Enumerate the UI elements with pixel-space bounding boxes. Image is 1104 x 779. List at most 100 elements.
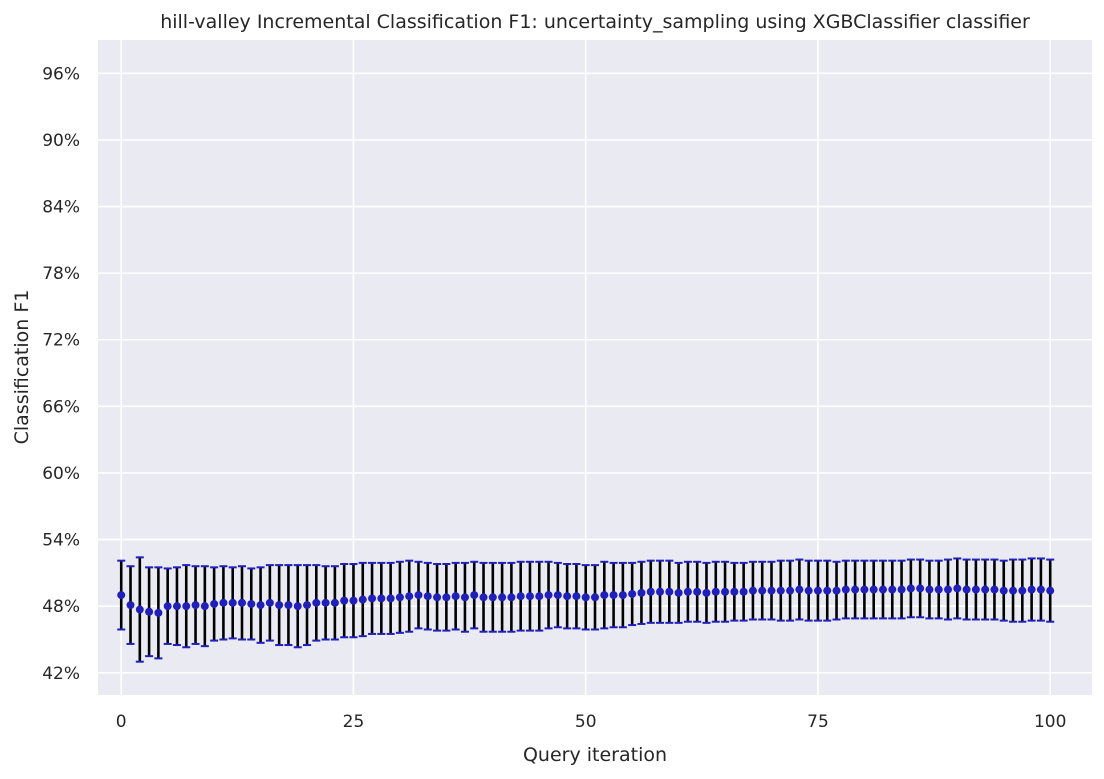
y-tick-label: 78% — [42, 264, 80, 284]
y-tick-label: 48% — [42, 597, 80, 617]
data-point — [748, 586, 757, 595]
data-point — [628, 589, 637, 598]
data-point — [117, 591, 126, 600]
data-point — [683, 587, 692, 596]
data-point — [386, 594, 395, 603]
data-point — [990, 585, 999, 594]
data-point — [656, 587, 665, 596]
data-point — [210, 599, 219, 608]
y-tick-label: 96% — [42, 64, 80, 84]
data-point — [470, 591, 479, 600]
data-point — [303, 601, 312, 610]
data-point — [451, 592, 460, 601]
data-point — [321, 598, 330, 607]
data-point — [962, 585, 971, 594]
data-point — [823, 586, 832, 595]
data-point — [163, 602, 172, 611]
data-point — [795, 585, 804, 594]
data-point — [284, 601, 293, 610]
data-point — [358, 595, 367, 604]
data-point — [878, 585, 887, 594]
data-point — [786, 586, 795, 595]
data-point — [340, 596, 349, 605]
data-point — [600, 591, 609, 600]
data-point — [674, 588, 683, 597]
data-point — [916, 584, 925, 593]
data-point — [237, 598, 246, 607]
y-tick-label: 60% — [42, 464, 80, 484]
data-point — [256, 601, 265, 610]
data-point — [999, 586, 1008, 595]
data-point — [368, 594, 377, 603]
data-point — [442, 593, 451, 602]
data-point — [944, 585, 953, 594]
data-point — [219, 598, 228, 607]
data-point — [414, 591, 423, 600]
data-point — [377, 594, 386, 603]
data-point — [172, 602, 181, 611]
data-point — [665, 587, 674, 596]
data-point — [145, 607, 154, 616]
data-point — [934, 585, 943, 594]
data-point — [525, 592, 534, 601]
data-point — [981, 585, 990, 594]
data-point — [1018, 586, 1027, 595]
data-point — [739, 587, 748, 596]
data-point — [479, 593, 488, 602]
data-point — [572, 592, 581, 601]
y-tick-label: 42% — [42, 664, 80, 684]
data-point — [349, 596, 358, 605]
data-point — [1027, 585, 1036, 594]
data-point — [860, 585, 869, 594]
data-point — [804, 586, 813, 595]
data-point — [293, 602, 302, 611]
data-point — [228, 598, 237, 607]
data-point — [516, 592, 525, 601]
x-tick-label: 25 — [343, 712, 365, 732]
data-point — [897, 585, 906, 594]
x-axis-label: Query iteration — [523, 744, 667, 766]
x-tick-labels: 0 25 50 75 100 — [116, 712, 1067, 732]
data-point — [275, 601, 284, 610]
data-point — [1046, 586, 1055, 595]
data-point — [767, 586, 776, 595]
data-point — [433, 593, 442, 602]
data-point — [312, 598, 321, 607]
data-point — [460, 593, 469, 602]
data-point — [265, 598, 274, 607]
y-tick-labels: 42% 48% 54% 60% 66% 72% 78% 84% 90% 96% — [42, 64, 80, 683]
data-point — [711, 587, 720, 596]
data-point — [925, 585, 934, 594]
data-point — [758, 586, 767, 595]
data-point — [154, 608, 163, 617]
data-point — [535, 592, 544, 601]
data-point — [730, 587, 739, 596]
data-point — [330, 598, 339, 607]
data-point — [488, 593, 497, 602]
data-point — [507, 593, 516, 602]
data-point — [646, 587, 655, 596]
y-tick-label: 54% — [42, 531, 80, 551]
data-point — [563, 592, 572, 601]
data-point — [395, 593, 404, 602]
data-point — [618, 591, 627, 600]
data-point — [581, 593, 590, 602]
data-point — [953, 584, 962, 593]
data-point — [498, 593, 507, 602]
data-point — [1009, 586, 1018, 595]
data-point — [776, 586, 785, 595]
data-point — [1036, 585, 1045, 594]
data-point — [721, 587, 730, 596]
data-point — [906, 584, 915, 593]
data-point — [841, 585, 850, 594]
chart-title: hill-valley Incremental Classification F… — [160, 11, 1030, 33]
data-point — [126, 601, 135, 610]
x-tick-label: 50 — [575, 712, 597, 732]
data-point — [553, 591, 562, 600]
y-tick-label: 66% — [42, 397, 80, 417]
data-point — [813, 586, 822, 595]
y-tick-label: 84% — [42, 198, 80, 218]
data-point — [191, 601, 200, 610]
data-point — [182, 602, 191, 611]
